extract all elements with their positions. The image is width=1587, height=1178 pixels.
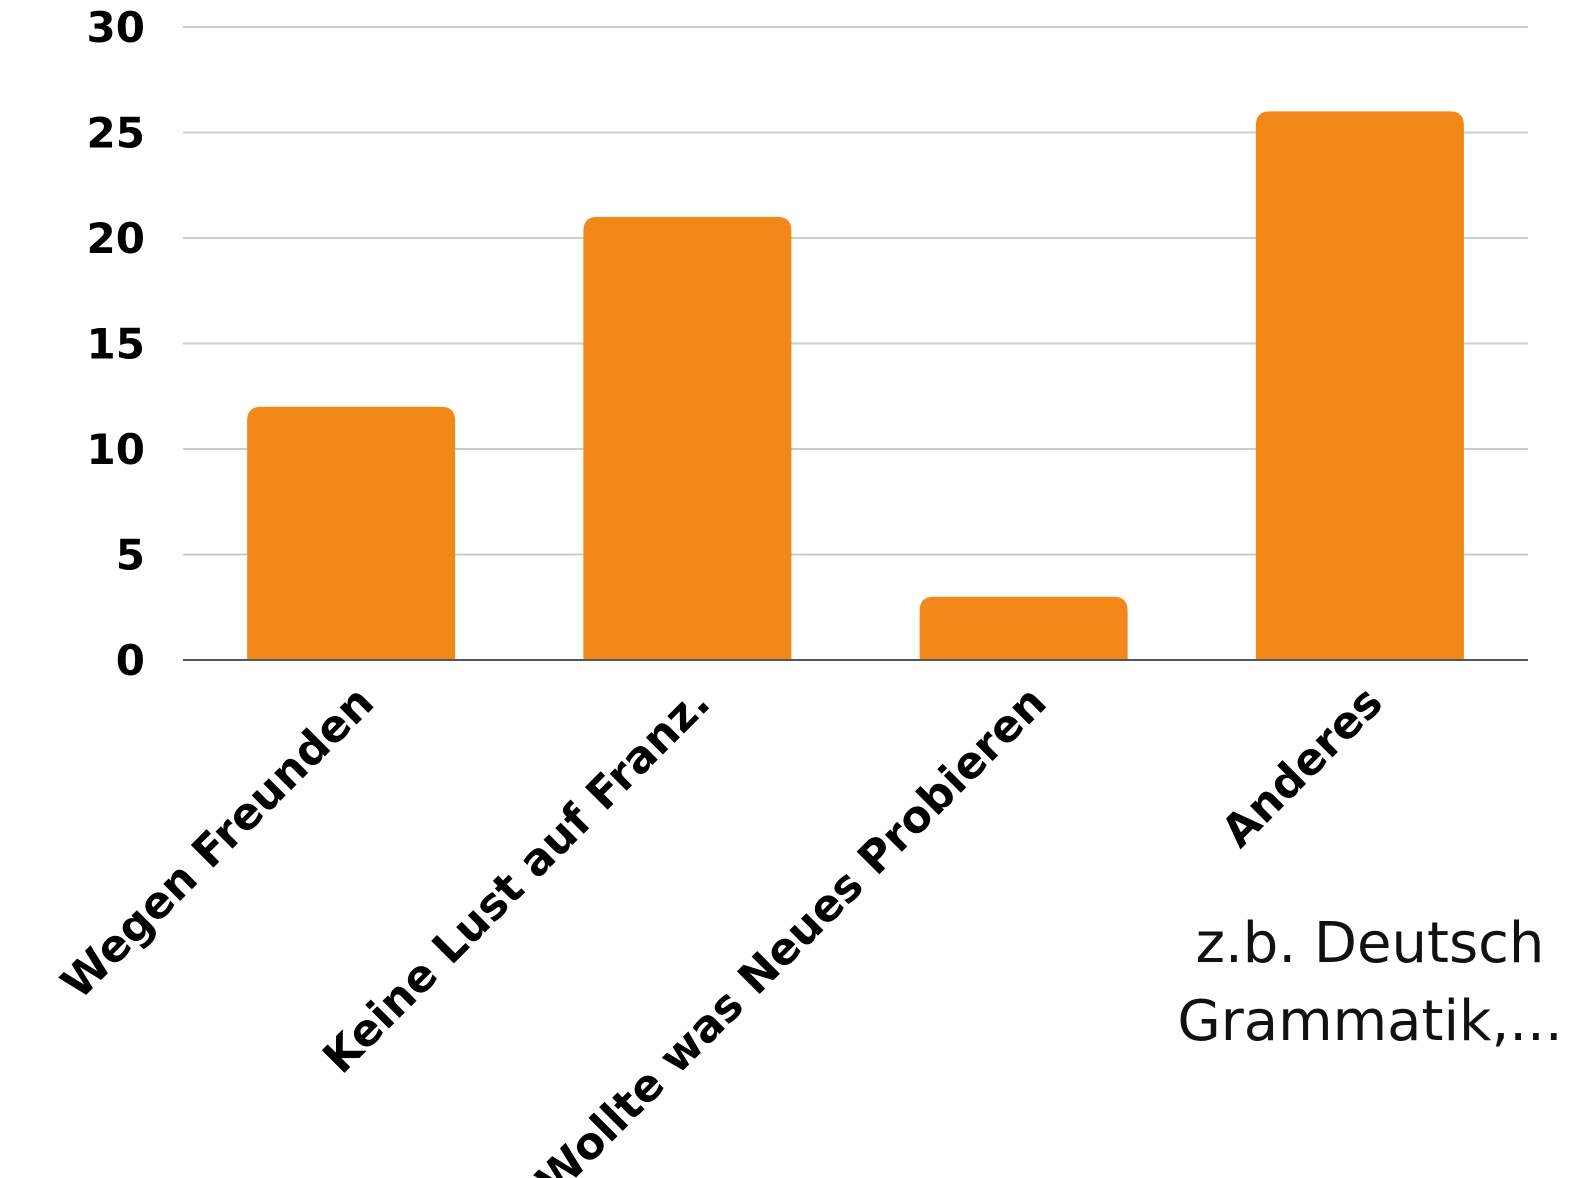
y-tick-label: 0 [116, 636, 145, 685]
annotation-note: z.b. Deutsch Grammatik,... [1160, 905, 1580, 1061]
annotation-line-1: z.b. Deutsch [1160, 905, 1580, 983]
y-tick-label: 25 [87, 109, 145, 158]
y-tick-label: 30 [87, 3, 145, 52]
y-tick-label: 15 [87, 320, 145, 369]
bar [583, 217, 791, 660]
y-tick-label: 10 [87, 425, 145, 474]
x-category-label: Keine Lust auf Franz. [313, 677, 720, 1084]
y-tick-labels: 0 5 10 15 20 25 30 [87, 3, 145, 685]
x-category-label: Wegen Freunden [52, 677, 384, 1009]
y-tick-label: 20 [87, 214, 145, 263]
y-tick-label: 5 [116, 531, 145, 580]
bar [1256, 111, 1464, 660]
x-category-label: Anderes [1212, 677, 1393, 858]
x-category-label: Wollte was Neues Probieren [527, 677, 1057, 1178]
bar [247, 407, 455, 660]
bars [247, 111, 1464, 660]
annotation-line-2: Grammatik,... [1160, 983, 1580, 1061]
bar [920, 597, 1128, 660]
